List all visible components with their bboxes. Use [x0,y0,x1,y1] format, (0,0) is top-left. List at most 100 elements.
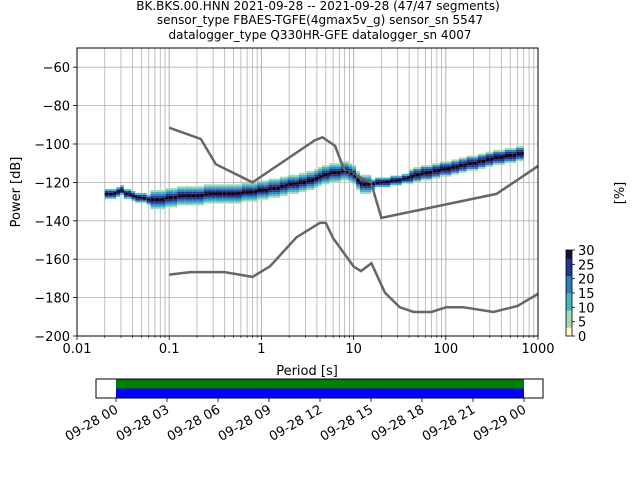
heatmap-cell [325,165,330,168]
heatmap-cell [489,155,494,158]
heatmap-cell [119,189,124,192]
heatmap-cell [207,199,212,202]
heatmap-cell [177,203,181,206]
heatmap-cell [325,167,330,169]
heatmap-cell [363,192,368,194]
heatmap-cell [497,161,501,164]
colorbar-segment [566,293,572,297]
heatmap-cell [192,190,197,192]
heatmap-cell [139,198,143,201]
heatmap-cell [310,182,315,185]
heatmap-cell [508,157,513,160]
heatmap-cell [306,170,311,173]
heatmap-cell [207,195,212,198]
heatmap-cell [142,194,147,197]
heatmap-cell [333,167,338,169]
heatmap-cell [348,176,353,179]
heatmap-cell [245,188,250,191]
psd-curves [104,126,539,314]
heatmap-cell [325,172,330,175]
heatmap-cell [264,188,269,191]
heatmap-cell [359,190,364,192]
heatmap-cell [226,188,231,191]
heatmap-cell [314,182,319,185]
heatmap-cell [314,180,319,183]
heatmap-cell [150,195,155,198]
heatmap-cell [196,201,200,204]
heatmap-cell [177,192,181,194]
heatmap-cell [340,176,345,179]
heatmap-cell [378,183,383,186]
heatmap-cell [462,170,467,173]
heatmap-cell [203,190,208,192]
heatmap-cell [500,163,505,166]
heatmap-cell [363,184,368,187]
heatmap-cell [439,163,444,166]
heatmap-cell [318,178,322,181]
heatmap-cell [295,190,300,192]
heatmap-cell [245,197,250,200]
heatmap-cell [413,174,418,177]
heatmap-cell [302,176,307,179]
heatmap-cell [295,188,300,191]
heatmap-cell [173,203,178,206]
heatmap-cell [512,147,517,150]
heatmap-cell [150,203,155,206]
heatmap-cell [314,186,319,189]
heatmap-cell [337,165,341,168]
heatmap-cell [310,188,315,191]
heatmap-cell [165,193,170,196]
heatmap-cell [184,197,189,200]
heatmap-cell [291,192,296,194]
heatmap-cell [500,159,505,162]
colorbar-segment [566,275,572,279]
heatmap-cell [386,181,391,184]
heatmap-cell [222,188,227,191]
heatmap-cell [420,178,425,181]
heatmap-cell [188,195,193,198]
heatmap-cell [474,161,479,164]
heatmap-cell [283,176,288,179]
heatmap-cell [249,199,254,202]
heatmap-cell [420,167,425,169]
heatmap-cell [245,184,250,187]
colorbar-segment [566,318,572,322]
heatmap-cell [123,191,128,193]
heatmap-cell [257,192,261,194]
heatmap-cell [497,155,501,158]
heatmap-cell [382,181,387,184]
heatmap-cell [455,159,459,162]
heatmap-cell [337,172,341,175]
heatmap-cell [245,190,250,192]
heatmap-cell [321,178,326,181]
heatmap-cell [291,188,296,191]
heatmap-cell [428,165,433,168]
heatmap-cell [478,167,482,169]
heatmap-cell [417,176,421,179]
heatmap-cell [146,196,151,199]
heatmap-cell [348,168,353,171]
heatmap-cell [268,178,273,181]
heatmap-cell [474,155,479,158]
heatmap-cell [257,186,261,189]
heatmap-cell [299,176,303,179]
heatmap-cell [173,201,178,204]
heatmap-cell [497,159,501,162]
heatmap-cell [493,159,498,162]
heatmap-cell [104,191,109,193]
heatmap-cell [302,182,307,185]
heatmap-cell [184,199,189,202]
heatmap-cell [504,159,509,162]
heatmap-cell [432,176,437,179]
heatmap-cell [321,165,326,168]
heatmap-cell [512,161,517,164]
heatmap-cell [165,192,170,194]
heatmap-cell [344,174,349,177]
heatmap-cell [116,189,120,192]
heatmap-cell [291,190,296,192]
heatmap-cell [196,188,200,191]
heatmap-cell [211,186,216,189]
heatmap-cell [310,170,315,173]
heatmap-cell [458,167,463,169]
